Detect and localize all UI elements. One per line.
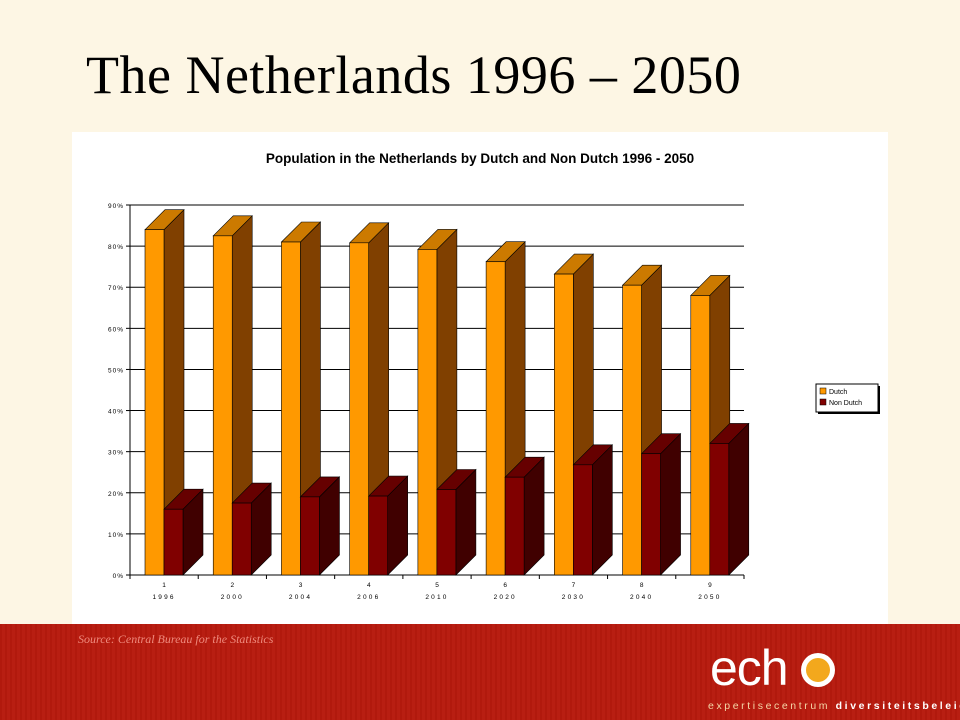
- y-tick-label: 90%: [108, 203, 124, 210]
- y-tick-label: 80%: [108, 244, 124, 251]
- x-tick-sublabel: 2050: [698, 594, 721, 601]
- bar-dutch: [622, 284, 642, 576]
- chart-panel: Population in the Netherlands by Dutch a…: [72, 132, 888, 624]
- bar-dutch: [144, 229, 165, 576]
- x-tick-label: 3: [299, 582, 303, 589]
- bar-dutch: [349, 242, 369, 576]
- bar-non-dutch: [641, 453, 661, 576]
- x-tick-sublabel: 2020: [494, 594, 517, 601]
- y-tick-label: 20%: [108, 491, 124, 498]
- bar-non-dutch-side: [592, 444, 613, 576]
- bar-dutch: [554, 273, 574, 576]
- bar-chart: Population in the Netherlands by Dutch a…: [108, 151, 880, 601]
- bar-non-dutch: [504, 476, 525, 576]
- bar-non-dutch: [368, 495, 388, 576]
- x-tick-label: 7: [572, 582, 576, 589]
- logo-tagline: expertisecentrum diversiteitsbeleid: [708, 700, 960, 712]
- bar-dutch: [485, 261, 506, 576]
- x-tick-sublabel: 2030: [562, 594, 585, 601]
- x-tick-sublabel: 2006: [357, 594, 380, 601]
- x-tick-sublabel: 2040: [630, 594, 653, 601]
- echo-logo: ech expertisecentrum diversiteitsbeleid: [698, 640, 960, 716]
- bar-non-dutch: [436, 489, 457, 576]
- bar-dutch: [281, 241, 301, 576]
- x-tick-sublabel: 2000: [221, 594, 244, 601]
- y-tick-label: 40%: [108, 409, 124, 416]
- x-tick-label: 2: [231, 582, 235, 589]
- logo-wordmark: ech: [710, 640, 789, 696]
- y-tick-label: 30%: [108, 450, 124, 457]
- bar-non-dutch: [300, 496, 320, 576]
- bar-non-dutch: [231, 502, 252, 576]
- x-tick-label: 8: [640, 582, 644, 589]
- logo-tagline-part2: diversiteitsbeleid: [835, 700, 960, 712]
- bar-dutch: [417, 249, 438, 576]
- logo-sun-icon: [801, 653, 835, 687]
- bar-dutch: [212, 235, 233, 576]
- bar-non-dutch: [709, 443, 730, 576]
- footer-band: [0, 624, 960, 720]
- y-tick-label: 60%: [108, 326, 124, 333]
- x-tick-label: 4: [367, 582, 371, 589]
- slide-title: The Netherlands 1996 – 2050: [86, 45, 742, 105]
- x-tick-sublabel: 2004: [289, 594, 312, 601]
- bar-dutch: [690, 295, 711, 576]
- y-tick-label: 0%: [113, 573, 124, 580]
- bar-non-dutch-side: [728, 422, 750, 576]
- bar-non-dutch-side: [660, 432, 681, 576]
- y-tick-label: 50%: [108, 367, 124, 374]
- legend-label: Dutch: [829, 389, 847, 396]
- x-tick-label: 1: [162, 582, 166, 589]
- x-tick-sublabel: 2010: [425, 594, 448, 601]
- legend-label: Non Dutch: [829, 400, 862, 407]
- y-tick-label: 10%: [108, 532, 124, 539]
- logo-tagline-part1: expertisecentrum: [708, 700, 831, 712]
- bar-non-dutch-side: [523, 456, 545, 576]
- legend-swatch: [819, 387, 827, 395]
- x-tick-label: 6: [503, 582, 507, 589]
- bar-non-dutch: [573, 464, 593, 576]
- legend-box: [815, 383, 879, 413]
- x-tick-label: 5: [435, 582, 439, 589]
- bar-non-dutch: [163, 508, 184, 576]
- x-tick-label: 9: [708, 582, 712, 589]
- source-note: Source: Central Bureau for the Statistic…: [78, 632, 274, 646]
- chart-title: Population in the Netherlands by Dutch a…: [266, 151, 694, 166]
- legend-swatch: [819, 398, 827, 406]
- x-tick-sublabel: 1996: [152, 594, 175, 601]
- y-tick-label: 70%: [108, 285, 124, 292]
